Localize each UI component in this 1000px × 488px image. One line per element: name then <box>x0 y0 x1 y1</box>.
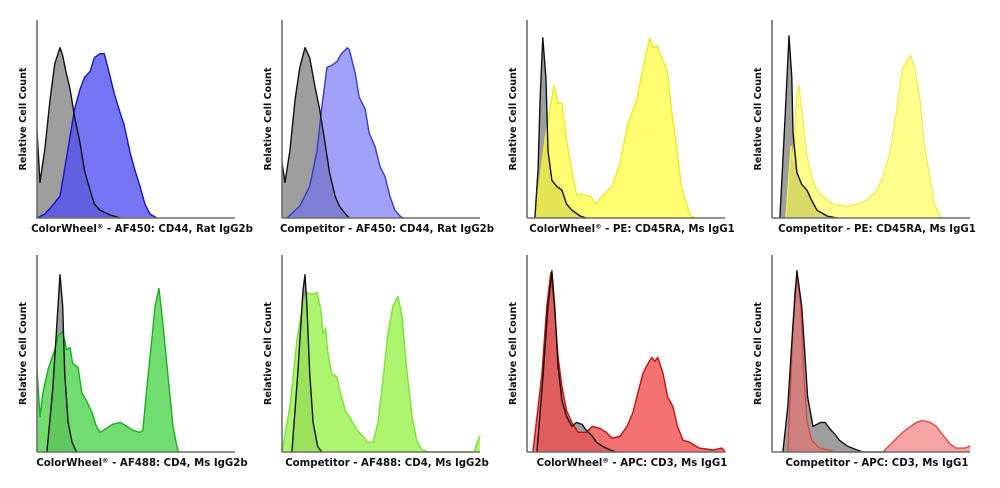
stained-histogram-fill <box>534 37 696 218</box>
x-axis-title: ColorWheel® - AF450: CD44, Rat IgG2b <box>31 223 253 236</box>
y-axis-title: Relative Cell Count <box>18 302 29 405</box>
y-axis-title: Relative Cell Count <box>508 67 519 170</box>
y-axis-title: Relative Cell Count <box>18 67 29 170</box>
stained-histogram-fill <box>37 53 157 219</box>
y-axis-title: Relative Cell Count <box>753 302 764 405</box>
stained-histogram-outline <box>787 276 971 453</box>
control-histogram-outline <box>782 270 864 453</box>
control-histogram-fill <box>37 47 121 219</box>
control-histogram-fill <box>282 47 350 219</box>
stained-histogram-fill <box>282 292 480 452</box>
histogram-panel-7: Relative Cell Count ColorWheel® - APC: CD… <box>508 255 727 469</box>
stained-histogram-outline <box>534 37 696 219</box>
control-histogram-outline <box>534 37 588 219</box>
control-histogram-outline <box>281 47 350 219</box>
registered-trademark-mark: ® <box>97 223 104 231</box>
x-axis-title: Competitor - APC: CD3, Ms IgG1 <box>785 458 968 469</box>
stained-histogram-outline <box>281 291 481 453</box>
stained-histogram-fill <box>286 47 403 219</box>
histogram-panel-8: Relative Cell Count Competitor - APC: CD3… <box>753 255 971 469</box>
histogram-panel-2: Relative Cell Count Competitor - AF450: C… <box>263 20 494 235</box>
y-axis-title: Relative Cell Count <box>263 302 274 405</box>
control-histogram-outline <box>536 270 617 453</box>
y-axis-title: Relative Cell Count <box>753 67 764 170</box>
histogram-panel-5: Relative Cell Count ColorWheel® - AF488: … <box>18 255 248 469</box>
histogram-panel-4: Relative Cell Count Competitor - PE: CD45… <box>753 20 976 235</box>
control-histogram-outline <box>291 274 323 453</box>
stained-histogram-fill <box>785 55 943 218</box>
stained-histogram-fill <box>37 288 180 452</box>
x-axis-title: ColorWheel® - AF488: CD4, Ms IgG2b <box>36 457 247 470</box>
registered-trademark-mark: ® <box>595 223 602 231</box>
histogram-panel-6: Relative Cell Count Competitor - AF488: C… <box>263 255 489 469</box>
stained-histogram-fill <box>787 276 970 452</box>
control-histogram-outline <box>46 274 78 453</box>
x-axis-title: ColorWheel® - APC: CD3, Ms IgG1 <box>537 457 728 470</box>
x-axis-title: Competitor - AF488: CD4, Ms IgG2b <box>285 458 489 469</box>
y-axis-title: Relative Cell Count <box>508 302 519 405</box>
registered-trademark-mark: ® <box>602 457 609 465</box>
control-histogram-outline <box>36 47 121 219</box>
histogram-panel-1: Relative Cell Count ColorWheel® - AF450: … <box>18 20 253 235</box>
x-axis-title: Competitor - AF450: CD44, Rat IgG2b <box>280 224 494 235</box>
y-axis-title: Relative Cell Count <box>263 67 274 170</box>
control-histogram-outline <box>779 35 838 219</box>
stained-histogram-outline <box>286 47 404 219</box>
stained-histogram-outline <box>785 54 943 219</box>
stained-histogram-outline <box>36 53 158 219</box>
x-axis-title: Competitor - PE: CD45RA, Ms IgG1 <box>778 224 976 235</box>
x-axis-title: ColorWheel® - PE: CD45RA, Ms IgG1 <box>529 223 734 236</box>
histogram-panel-3: Relative Cell Count ColorWheel® - PE: CD4… <box>508 20 735 235</box>
registered-trademark-mark: ® <box>102 457 109 465</box>
stained-histogram-outline <box>532 272 726 453</box>
